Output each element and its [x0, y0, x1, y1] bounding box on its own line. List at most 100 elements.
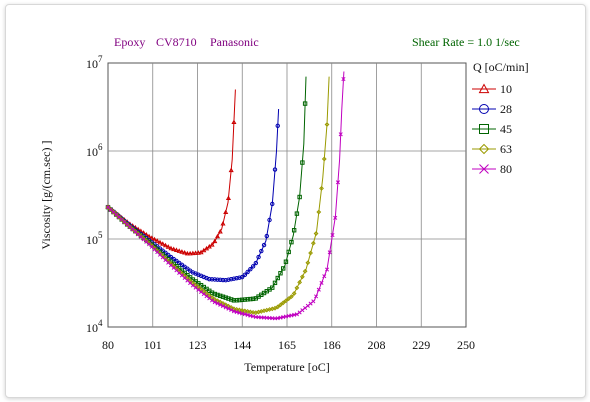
legend-label: 45 [500, 122, 512, 136]
data-point-marker [245, 269, 250, 275]
data-point-marker [190, 280, 196, 286]
data-point-marker [214, 233, 221, 239]
x-tick-label: 208 [368, 338, 386, 352]
data-point-marker [225, 195, 232, 201]
data-point-marker [162, 242, 169, 248]
x-axis-label: Temperature [oC] [244, 360, 329, 374]
data-point-marker [281, 266, 286, 271]
header-material: Epoxy [114, 35, 145, 49]
data-point-marker [223, 209, 229, 215]
data-point-marker [240, 311, 245, 316]
data-point-marker [182, 249, 188, 255]
data-point-marker [242, 272, 248, 278]
data-point-marker [184, 250, 190, 256]
data-point-marker [231, 309, 236, 314]
chart-card: Epoxy CV8710 Panasonic Shear Rate = 1.0 … [5, 4, 586, 398]
data-point-marker [289, 239, 294, 245]
data-point-marker [226, 306, 231, 311]
data-point-marker [176, 248, 182, 253]
data-point-marker [310, 240, 316, 246]
data-point-marker [280, 300, 286, 306]
data-point-marker [256, 254, 261, 260]
data-point-marker [245, 312, 250, 318]
grid-lines [108, 63, 466, 327]
data-point-marker [253, 260, 259, 266]
data-point-marker [239, 308, 245, 313]
data-point-marker [165, 244, 171, 249]
y-tick-exponent: 6 [98, 142, 103, 152]
data-point-marker [316, 287, 321, 292]
data-point-marker [275, 123, 280, 129]
data-point-marker [478, 143, 490, 155]
data-point-marker [245, 297, 250, 302]
data-point-marker [297, 279, 303, 285]
data-point-marker [234, 310, 239, 315]
data-point-marker [248, 266, 253, 272]
data-point-marker [220, 304, 226, 309]
data-point-marker [250, 296, 256, 302]
data-point-marker [160, 241, 166, 246]
x-tick-labels: 80 101 123 144 165 186 208 229 250 [102, 338, 475, 352]
data-point-marker [157, 239, 163, 245]
x-tick-label: 101 [144, 338, 162, 352]
y-tick-label: 105 [86, 230, 103, 247]
data-point-marker [218, 302, 223, 307]
data-point-marker [217, 299, 223, 305]
data-point-marker [283, 298, 289, 304]
y-tick-exponent: 5 [98, 230, 103, 240]
data-point-marker [270, 201, 275, 207]
data-point-marker [479, 124, 489, 134]
data-point-marker [245, 309, 251, 314]
data-point-marker [338, 132, 343, 137]
data-point-marker [154, 238, 160, 243]
data-point-marker [218, 277, 223, 283]
data-point-marker [229, 307, 234, 313]
data-point-marker [322, 274, 327, 279]
data-point-marker [149, 235, 155, 240]
data-point-marker [215, 292, 220, 298]
data-point-marker [341, 76, 346, 82]
data-point-marker [223, 305, 228, 310]
data-point-marker [187, 250, 193, 256]
data-point-marker [299, 274, 305, 280]
data-point-marker [479, 104, 489, 114]
data-point-marker [220, 220, 226, 226]
data-point-marker [171, 246, 177, 252]
legend-title: Q [oC/min] [473, 60, 529, 74]
data-point-marker [333, 215, 338, 220]
data-point-marker [314, 294, 319, 299]
data-point-marker [209, 242, 215, 247]
legend: 10 28 45 63 80 [472, 82, 512, 176]
y-tick-base: 10 [86, 233, 98, 247]
header-shear-rate: Shear Rate = 1.0 1/sec [412, 35, 520, 49]
data-point-marker [270, 285, 275, 290]
data-point-marker [209, 298, 215, 303]
data-point-marker [272, 280, 278, 286]
data-point-marker [321, 156, 327, 162]
data-point-marker [242, 297, 248, 302]
header-product: CV8710 [156, 35, 197, 49]
data-point-marker [278, 302, 283, 308]
data-point-marker [209, 277, 215, 282]
data-point-marker [313, 231, 319, 236]
data-point-marker [324, 122, 330, 127]
legend-label: 28 [500, 102, 512, 116]
data-point-marker [302, 268, 308, 274]
x-tick-label: 186 [323, 338, 341, 352]
y-tick-base: 10 [86, 321, 98, 335]
data-point-marker [226, 277, 231, 282]
data-point-marker [146, 233, 152, 239]
data-point-marker [237, 275, 242, 280]
data-point-marker [226, 296, 231, 301]
data-point-marker [294, 285, 300, 291]
data-point-marker [239, 274, 245, 280]
data-point-marker [242, 312, 247, 317]
series-line [107, 76, 330, 314]
data-point-marker [212, 291, 217, 297]
data-point-marker [223, 295, 228, 300]
data-point-marker [275, 304, 281, 310]
data-point-marker [294, 211, 300, 216]
legend-label: 10 [500, 82, 512, 96]
data-point-marker [259, 248, 264, 254]
x-tick-label: 80 [102, 338, 114, 352]
